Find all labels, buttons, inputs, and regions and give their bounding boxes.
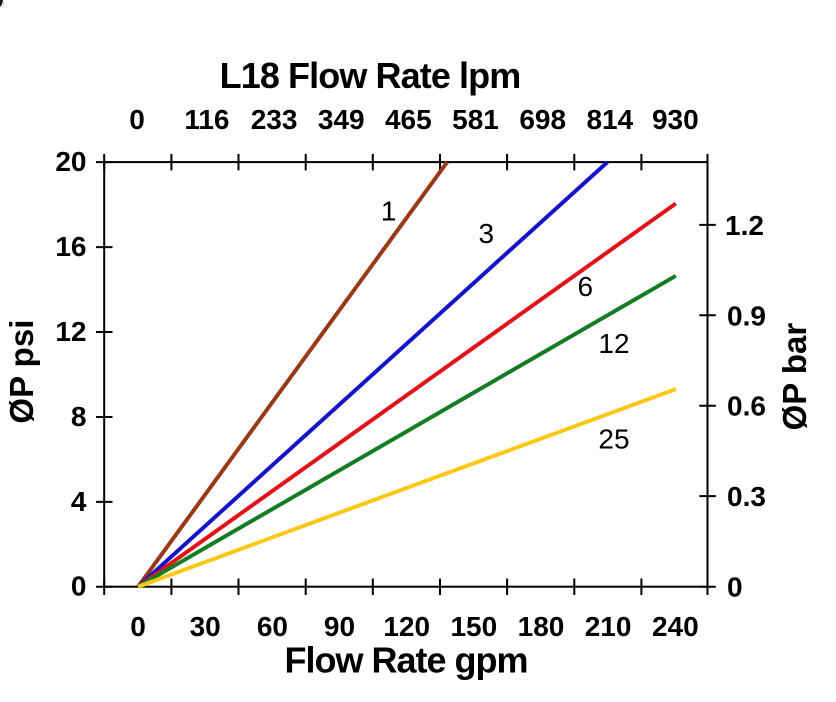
svg-text:8: 8 <box>71 401 87 432</box>
svg-text:L18 Flow Rate lpm: L18 Flow Rate lpm <box>220 55 521 96</box>
svg-text:20: 20 <box>55 146 86 177</box>
svg-text:1: 1 <box>381 196 397 227</box>
svg-text:0.9: 0.9 <box>727 300 766 331</box>
svg-text:0: 0 <box>727 572 743 603</box>
svg-text:60: 60 <box>257 611 288 642</box>
svg-text:0: 0 <box>129 104 145 135</box>
svg-text:ØP bar: ØP bar <box>776 323 813 431</box>
svg-text:233: 233 <box>251 104 298 135</box>
svg-text:0.3: 0.3 <box>727 481 766 512</box>
svg-text:4: 4 <box>71 486 87 517</box>
svg-text:6: 6 <box>578 271 594 302</box>
svg-text:Flow Rate gpm: Flow Rate gpm <box>284 640 527 681</box>
svg-text:581: 581 <box>452 104 499 135</box>
svg-text:814: 814 <box>586 104 633 135</box>
svg-text:1.2: 1.2 <box>725 210 764 241</box>
svg-text:210: 210 <box>585 611 632 642</box>
svg-text:240: 240 <box>652 611 699 642</box>
svg-text:90: 90 <box>324 611 355 642</box>
svg-text:116: 116 <box>184 104 229 135</box>
svg-text:180: 180 <box>518 611 565 642</box>
svg-text:120: 120 <box>383 611 430 642</box>
svg-text:0: 0 <box>130 611 146 642</box>
svg-text:150: 150 <box>450 611 497 642</box>
svg-text:ØP psi: ØP psi <box>3 320 40 424</box>
svg-text:0: 0 <box>71 571 87 602</box>
svg-text:16: 16 <box>55 231 86 262</box>
svg-text:25: 25 <box>598 424 629 455</box>
svg-text:12: 12 <box>598 328 629 359</box>
svg-text:349: 349 <box>318 104 365 135</box>
svg-text:30: 30 <box>190 611 221 642</box>
svg-text:698: 698 <box>519 104 566 135</box>
svg-text:465: 465 <box>385 104 432 135</box>
svg-text:12: 12 <box>55 316 86 347</box>
svg-text:930: 930 <box>652 104 699 135</box>
svg-text:3: 3 <box>479 218 495 249</box>
svg-text:0.6: 0.6 <box>727 391 766 422</box>
